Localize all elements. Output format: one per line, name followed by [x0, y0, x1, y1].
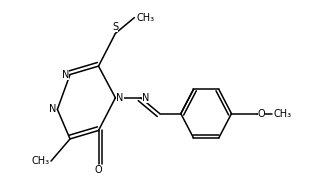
Text: N: N: [62, 70, 69, 80]
Text: N: N: [49, 104, 56, 114]
Text: CH₃: CH₃: [273, 109, 291, 119]
Text: S: S: [112, 22, 118, 32]
Text: CH₃: CH₃: [31, 156, 50, 166]
Text: O: O: [95, 165, 102, 175]
Text: N: N: [142, 93, 149, 103]
Text: N: N: [116, 93, 124, 103]
Text: CH₃: CH₃: [136, 13, 154, 23]
Text: O: O: [258, 109, 266, 119]
